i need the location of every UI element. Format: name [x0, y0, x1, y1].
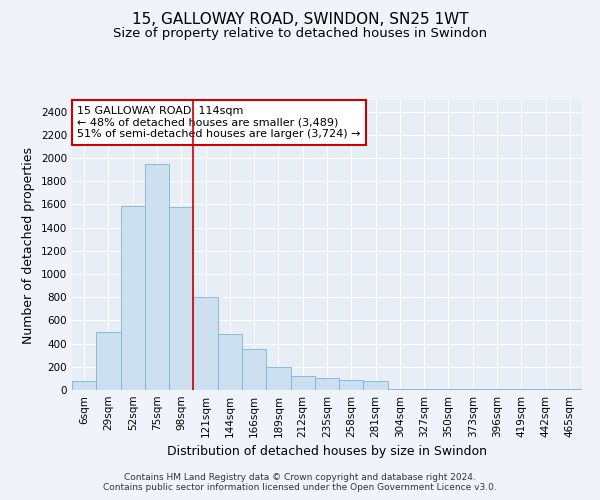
Text: Size of property relative to detached houses in Swindon: Size of property relative to detached ho… — [113, 28, 487, 40]
Y-axis label: Number of detached properties: Number of detached properties — [22, 146, 35, 344]
Text: Contains HM Land Registry data © Crown copyright and database right 2024.
Contai: Contains HM Land Registry data © Crown c… — [103, 473, 497, 492]
Bar — [145, 164, 169, 390]
Bar — [315, 378, 339, 390]
Bar — [72, 382, 96, 390]
Text: 15 GALLOWAY ROAD: 114sqm
← 48% of detached houses are smaller (3,489)
51% of sem: 15 GALLOWAY ROAD: 114sqm ← 48% of detach… — [77, 106, 361, 139]
Text: 15, GALLOWAY ROAD, SWINDON, SN25 1WT: 15, GALLOWAY ROAD, SWINDON, SN25 1WT — [131, 12, 469, 28]
Bar — [290, 376, 315, 390]
X-axis label: Distribution of detached houses by size in Swindon: Distribution of detached houses by size … — [167, 446, 487, 458]
Bar — [218, 334, 242, 390]
Bar — [242, 350, 266, 390]
Bar — [436, 389, 461, 390]
Bar — [266, 367, 290, 390]
Bar — [193, 297, 218, 390]
Bar — [96, 332, 121, 390]
Bar — [339, 380, 364, 390]
Bar — [364, 382, 388, 390]
Bar — [169, 206, 193, 390]
Bar — [412, 389, 436, 390]
Bar — [121, 206, 145, 390]
Bar — [388, 389, 412, 390]
